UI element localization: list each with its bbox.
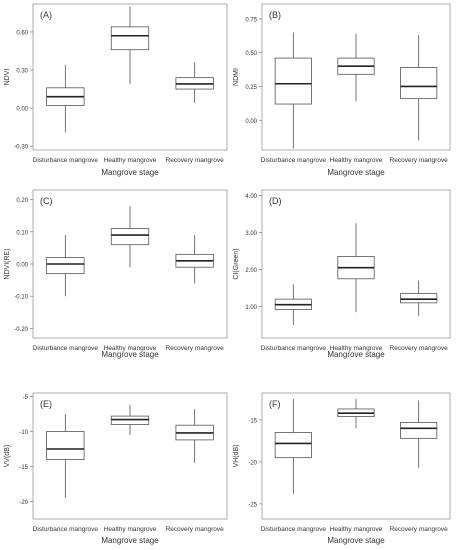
panel-label: (C) [40, 196, 53, 206]
x-tick-label: Recovery mangrove [390, 345, 449, 352]
x-tick-label: Healthy mangrove [104, 526, 157, 533]
y-tick-label: 0.00 [16, 263, 28, 269]
box-2-iqr-box [110, 228, 150, 246]
y-axis-label: VH(dB) [233, 445, 240, 468]
box-1-iqr-box [274, 432, 312, 459]
y-tick-label: 0.75 [245, 17, 257, 23]
y-axis-label: NDVI(RE) [4, 248, 11, 279]
y-tick-label: -20 [19, 500, 28, 506]
panel-label: (F) [269, 399, 281, 409]
y-tick-label: 0.00 [16, 107, 28, 113]
y-tick-label: 2.00 [245, 268, 257, 274]
x-tick-label: Disturbance mangrove [33, 526, 99, 533]
plot-frame [32, 392, 228, 520]
y-tick-label: 0.10 [16, 230, 28, 236]
x-tick-label: Recovery mangrove [166, 526, 225, 533]
plot-frame [261, 392, 451, 520]
x-tick-label: Disturbance mangrove [33, 157, 99, 164]
y-tick-label: -0.10 [14, 295, 28, 301]
y-axis-label: CI(Green) [233, 248, 240, 279]
y-tick-label: 4.00 [245, 194, 257, 200]
y-tick-label: -20 [248, 460, 257, 466]
box-3-iqr-box [400, 421, 438, 439]
plot-frame [261, 189, 451, 339]
y-tick-label: -25 [248, 502, 257, 508]
y-tick-label: 0.20 [16, 198, 28, 204]
y-tick-label: 0.60 [16, 30, 28, 36]
x-tick-label: Disturbance mangrove [33, 345, 99, 352]
panel-label: (A) [40, 10, 52, 20]
x-tick-label: Healthy mangrove [330, 157, 383, 164]
y-tick-label: 1.00 [245, 305, 257, 311]
box-1-iqr-box [274, 57, 312, 105]
y-tick-label: -15 [248, 418, 257, 424]
x-axis-label: Mangrove stage [101, 536, 159, 545]
y-axis-label: VV(dB) [4, 445, 11, 468]
y-axis-label: NDVI [4, 69, 11, 86]
x-axis-label: Mangrove stage [327, 350, 385, 359]
x-tick-label: Recovery mangrove [166, 345, 225, 352]
x-tick-label: Recovery mangrove [390, 526, 449, 533]
panel-label: (E) [40, 399, 52, 409]
x-tick-label: Disturbance mangrove [261, 526, 327, 533]
x-axis-label: Mangrove stage [101, 168, 159, 177]
plot-frame [261, 3, 451, 151]
y-tick-label: 0.00 [245, 119, 257, 125]
panel-label: (B) [269, 10, 281, 20]
x-axis-label: Mangrove stage [327, 168, 385, 177]
y-tick-label: -0.30 [14, 145, 28, 151]
x-tick-label: Recovery mangrove [166, 157, 225, 164]
box-3-iqr-box [400, 67, 438, 100]
x-tick-label: Disturbance mangrove [261, 345, 327, 352]
y-tick-label: -10 [19, 430, 28, 436]
y-axis-label: NDMI [233, 68, 240, 86]
box-3-iqr-box [400, 293, 438, 304]
y-tick-label: 0.30 [16, 69, 28, 75]
x-tick-label: Healthy mangrove [330, 345, 383, 352]
x-tick-label: Healthy mangrove [104, 345, 157, 352]
y-tick-label: 0.50 [245, 51, 257, 57]
plot-frame [32, 3, 228, 151]
box-1-iqr-box [46, 431, 85, 460]
x-tick-label: Recovery mangrove [390, 157, 449, 164]
y-tick-label: 3.00 [245, 231, 257, 237]
x-axis-label: Mangrove stage [327, 536, 385, 545]
x-axis-label: Mangrove stage [101, 350, 159, 359]
y-tick-label: 0.25 [245, 85, 257, 91]
box-2-iqr-box [110, 26, 150, 51]
panel-label: (D) [269, 196, 282, 206]
y-tick-label: -5 [23, 395, 29, 401]
y-tick-label: -0.20 [14, 327, 28, 333]
x-tick-label: Disturbance mangrove [261, 157, 327, 164]
box-1-iqr-box [46, 257, 85, 275]
y-tick-label: -15 [19, 465, 28, 471]
x-tick-label: Healthy mangrove [104, 157, 157, 164]
x-tick-label: Healthy mangrove [330, 526, 383, 533]
